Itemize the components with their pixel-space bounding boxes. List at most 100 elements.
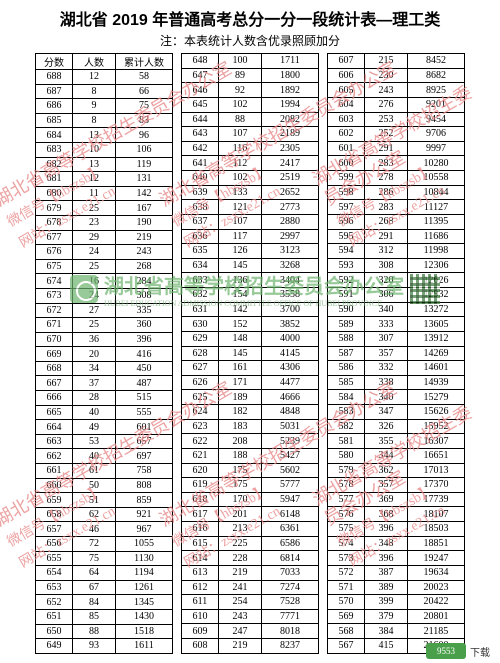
- table-row: 652841345: [36, 595, 173, 610]
- cell-score: 688: [36, 70, 73, 85]
- table-row: 6122417274: [182, 580, 319, 595]
- table-row: 650881518: [36, 624, 173, 639]
- footer-text: 下载: [470, 644, 490, 659]
- table-row: 6231835031: [182, 419, 319, 434]
- cell-cum: 450: [116, 361, 173, 376]
- cell-cum: 131: [116, 172, 173, 187]
- cell-cum: 4000: [262, 331, 319, 346]
- table-row: 6371072880: [182, 214, 319, 229]
- table-row: 6142286814: [182, 551, 319, 566]
- cell-score: 685: [36, 113, 73, 128]
- cell-cum: 5602: [262, 463, 319, 478]
- cell-count: 28: [73, 391, 116, 406]
- cell-cum: 142: [116, 186, 173, 201]
- cell-cum: 58: [116, 70, 173, 85]
- cell-count: 154: [219, 288, 262, 303]
- table-row: 57835717370: [328, 478, 465, 493]
- cell-cum: 1994: [262, 97, 319, 112]
- cell-cum: 921: [116, 507, 173, 522]
- cell-cum: 5239: [262, 434, 319, 449]
- cell-cum: 859: [116, 493, 173, 508]
- cell-score: 665: [36, 405, 73, 420]
- table-row: 656721055: [36, 537, 173, 552]
- cell-score: 621: [182, 448, 219, 463]
- cell-score: 678: [36, 215, 73, 230]
- cell-score: 629: [182, 331, 219, 346]
- cell-cum: 17013: [408, 463, 465, 478]
- table-row: 57736917739: [328, 492, 465, 507]
- cell-score: 636: [182, 229, 219, 244]
- cell-count: 332: [365, 361, 408, 376]
- cell-score: 662: [36, 449, 73, 464]
- cell-count: 286: [365, 185, 408, 200]
- cell-score: 634: [182, 258, 219, 273]
- table-row: 59232012626: [328, 273, 465, 288]
- footer-logo: 9553: [426, 643, 466, 659]
- cell-cum: 13912: [408, 331, 465, 346]
- table-row: 59431211998: [328, 244, 465, 259]
- table-row: 6152256586: [182, 536, 319, 551]
- cell-score: 650: [36, 624, 73, 639]
- cell-cum: 2082: [262, 112, 319, 127]
- cell-cum: 190: [116, 215, 173, 230]
- cell-score: 606: [328, 68, 365, 83]
- cell-count: 24: [73, 245, 116, 260]
- cell-score: 571: [328, 580, 365, 595]
- cell-cum: 13272: [408, 302, 465, 317]
- cell-count: 333: [365, 317, 408, 332]
- cell-count: 283: [365, 200, 408, 215]
- cell-count: 53: [73, 434, 116, 449]
- table-row: 6421162305: [182, 141, 319, 156]
- cell-count: 219: [219, 565, 262, 580]
- table-row: 59034013272: [328, 302, 465, 317]
- cell-score: 659: [36, 493, 73, 508]
- table-row: 67624243: [36, 245, 173, 260]
- table-row: 6191755777: [182, 478, 319, 493]
- cell-cum: 13605: [408, 317, 465, 332]
- cell-cum: 18851: [408, 536, 465, 551]
- table-row: 59130612932: [328, 288, 465, 303]
- cell-count: 368: [365, 507, 408, 522]
- cell-cum: 396: [116, 332, 173, 347]
- cell-score: 632: [182, 288, 219, 303]
- cell-cum: 8925: [408, 83, 465, 98]
- cell-score: 661: [36, 464, 73, 479]
- cell-score: 628: [182, 346, 219, 361]
- cell-count: 145: [219, 258, 262, 273]
- cell-count: 145: [219, 346, 262, 361]
- table-row: 6222085239: [182, 434, 319, 449]
- cell-cum: 2997: [262, 229, 319, 244]
- cell-score: 594: [328, 244, 365, 259]
- cell-cum: 11998: [408, 244, 465, 259]
- cell-cum: 12932: [408, 288, 465, 303]
- cell-count: 29: [73, 230, 116, 245]
- cell-score: 638: [182, 200, 219, 215]
- cell-score: 622: [182, 434, 219, 449]
- cell-cum: 83: [116, 113, 173, 128]
- table-row: 65746967: [36, 522, 173, 537]
- cell-cum: 2519: [262, 171, 319, 186]
- page-subtitle: 注：本表统计人数含优录照顾加分: [8, 32, 492, 49]
- cell-score: 658: [36, 507, 73, 522]
- table-row: 6261714477: [182, 375, 319, 390]
- cell-cum: 18107: [408, 507, 465, 522]
- cell-cum: 2773: [262, 200, 319, 215]
- cell-cum: 1611: [116, 639, 173, 654]
- cell-score: 616: [182, 522, 219, 537]
- cell-cum: 4306: [262, 361, 319, 376]
- cell-cum: 268: [116, 259, 173, 274]
- cell-score: 684: [36, 128, 73, 143]
- cell-cum: 10280: [408, 156, 465, 171]
- cell-cum: 2652: [262, 185, 319, 200]
- cell-score: 679: [36, 201, 73, 216]
- cell-cum: 5427: [262, 448, 319, 463]
- cell-score: 603: [328, 112, 365, 127]
- cell-cum: 14269: [408, 346, 465, 361]
- cell-cum: 3268: [262, 258, 319, 273]
- cell-score: 595: [328, 229, 365, 244]
- table-row: 6172016148: [182, 507, 319, 522]
- table-row: 66161758: [36, 464, 173, 479]
- cell-cum: 2417: [262, 156, 319, 171]
- table-row: 58232615952: [328, 419, 465, 434]
- cell-score: 604: [328, 97, 365, 112]
